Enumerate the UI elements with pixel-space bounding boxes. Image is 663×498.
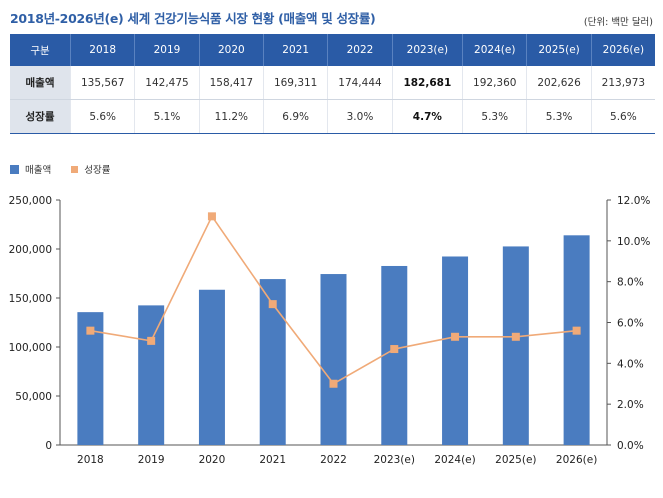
y-right-tick-label: 6.0% (617, 318, 644, 330)
table-cell: 3.0% (327, 99, 393, 134)
table-header-year: 2018 (69, 34, 135, 66)
table-cell: 142,475 (134, 66, 200, 100)
table-header-year: 2025(e) (526, 34, 592, 66)
x-tick-label: 2024(e) (434, 454, 475, 466)
combo-chart: 0 50,000 100,000 150,000 200,000 250,000 0.0% 2… (9, 195, 651, 466)
y-left-tick-label: 50,000 (15, 391, 52, 403)
table-cell: 192,360 (462, 66, 527, 100)
x-tick-label: 2019 (138, 454, 165, 466)
y-right-tick-label: 12.0% (617, 195, 650, 207)
bar (198, 289, 225, 445)
bar (563, 235, 590, 445)
table-cell: 4.7% (391, 99, 463, 134)
growth-point (511, 332, 520, 341)
table-cell: 169,311 (262, 66, 328, 100)
table-cell: 5.6% (69, 99, 135, 134)
y-right-tick-label: 8.0% (617, 277, 644, 289)
table-cell: 158,417 (198, 66, 264, 100)
table-cell: 5.1% (134, 99, 200, 134)
table-cell: 5.3% (462, 99, 527, 134)
table-cell: 5.3% (526, 99, 592, 134)
growth-point (207, 212, 216, 221)
growth-point (86, 326, 95, 335)
growth-point (147, 336, 156, 345)
chart-legend: 매출액 성장률 (10, 162, 110, 176)
growth-point (268, 300, 277, 309)
growth-point (390, 345, 399, 354)
legend-bar-swatch (10, 164, 19, 174)
x-tick-label: 2020 (199, 454, 226, 466)
bar (320, 274, 347, 445)
y-left-tick-label: 100,000 (9, 342, 52, 354)
x-tick-label: 2026(e) (556, 454, 597, 466)
table-cell: 202,626 (526, 66, 592, 100)
bar (442, 256, 469, 445)
bar (381, 265, 408, 445)
table-header-year: 2020 (198, 34, 264, 66)
table-header-label: 구분 (10, 34, 71, 66)
growth-point (572, 326, 581, 335)
table-header-year: 2024(e) (462, 34, 527, 66)
y-right-tick-label: 4.0% (617, 358, 644, 370)
growth-point (451, 332, 460, 341)
data-table: 구분 2018 2019 2020 2021 2022 2023(e) 2024(e) 202… (10, 34, 655, 134)
legend-bar-label: 매출액 (25, 165, 52, 176)
table-header-row: 구분 2018 2019 2020 2021 2022 2023(e) 2024(e) 202… (10, 34, 655, 66)
table-cell: 174,444 (327, 66, 393, 100)
x-tick-label: 2018 (77, 454, 104, 466)
table-header-year: 2026(e) (590, 34, 655, 66)
x-tick-label: 2022 (320, 454, 347, 466)
table-row: 매출액 135,567 142,475 158,417 169,311 174,444 18… (10, 66, 655, 100)
x-tick-label: 2025(e) (495, 454, 536, 466)
bar (502, 246, 529, 445)
growth-point (329, 379, 338, 388)
unit-label: (단위: 백만 달러) (583, 17, 653, 28)
x-tick-label: 2023(e) (374, 454, 415, 466)
y-left-tick-label: 250,000 (9, 195, 52, 207)
table-cell: 11.2% (198, 99, 264, 134)
table-cell: 135,567 (69, 66, 135, 100)
table-row: 성장률 5.6% 5.1% 11.2% 6.9% 3.0% 4.7% 5.3% 5.3% 5.6% (10, 99, 655, 134)
y-right-tick-label: 10.0% (617, 236, 650, 248)
bar (138, 305, 165, 445)
table-header-year: 2022 (327, 34, 393, 66)
table-row-label: 성장률 (10, 99, 71, 134)
table-header-year: 2019 (134, 34, 200, 66)
table-header-year: 2021 (262, 34, 328, 66)
table-cell: 213,973 (590, 66, 655, 100)
page-title: 2018년-2026년(e) 세계 건강기능식품 시장 현황 (매출액 및 성장… (10, 11, 376, 26)
y-left-tick-label: 0 (45, 440, 52, 452)
table-cell: 182,681 (391, 66, 463, 100)
y-left-tick-label: 150,000 (9, 293, 52, 305)
table-cell: 6.9% (262, 99, 328, 134)
table-header-year: 2023(e) (391, 34, 463, 66)
x-tick-label: 2021 (259, 454, 286, 466)
table-row-label: 매출액 (10, 66, 71, 100)
y-right-tick-label: 0.0% (617, 440, 644, 452)
legend-line-swatch (71, 165, 79, 173)
table-cell: 5.6% (590, 99, 655, 134)
legend-line-label: 성장률 (84, 165, 111, 176)
y-right-tick-label: 2.0% (617, 399, 644, 411)
y-left-tick-label: 200,000 (9, 244, 52, 256)
